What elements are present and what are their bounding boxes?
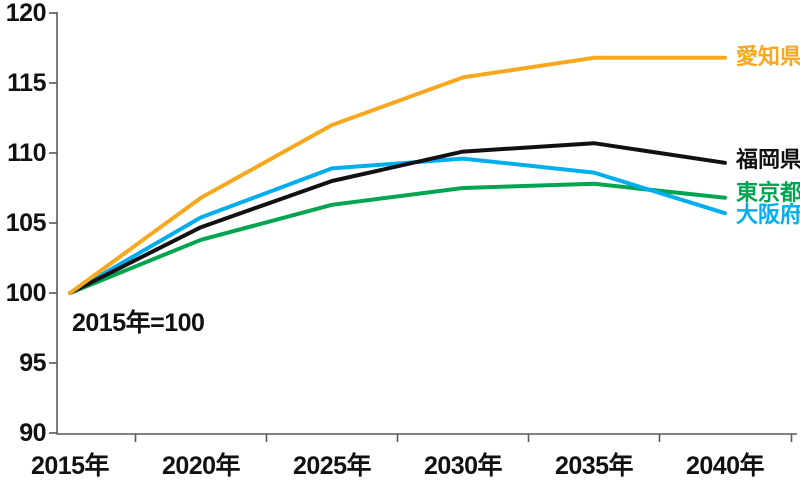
x-axis-tick-label: 2015年 bbox=[30, 452, 110, 480]
y-axis-tick-label: 120 bbox=[5, 0, 47, 27]
baseline-annotation: 2015年=100 bbox=[72, 309, 205, 337]
y-axis-tick-label: 100 bbox=[5, 279, 47, 307]
y-axis-tick-label: 105 bbox=[5, 209, 47, 237]
series-line-福岡県 bbox=[68, 141, 727, 295]
legend-label-fukuoka: 福岡県 bbox=[736, 147, 800, 172]
y-axis-tick-label: 95 bbox=[19, 349, 46, 377]
legend-label-tokyo: 東京都 bbox=[736, 180, 800, 205]
y-axis-tick-label: 110 bbox=[7, 139, 46, 167]
x-axis-tick-label: 2030年 bbox=[423, 452, 503, 480]
series-line-愛知県 bbox=[68, 55, 727, 295]
series-line-大阪府 bbox=[68, 156, 727, 295]
y-axis-tick-label: 115 bbox=[7, 69, 46, 97]
x-axis-tick-label: 2025年 bbox=[292, 452, 372, 480]
legend-label-aichi: 愛知県 bbox=[736, 44, 800, 69]
x-axis-tick-label: 2035年 bbox=[554, 452, 634, 480]
series-line-東京都 bbox=[68, 181, 727, 295]
y-axis-tick-label: 90 bbox=[19, 419, 46, 447]
x-axis-tick-label: 2040年 bbox=[685, 452, 765, 480]
x-axis-tick-label: 2020年 bbox=[161, 452, 241, 480]
legend-label-osaka: 大阪府 bbox=[736, 202, 800, 227]
